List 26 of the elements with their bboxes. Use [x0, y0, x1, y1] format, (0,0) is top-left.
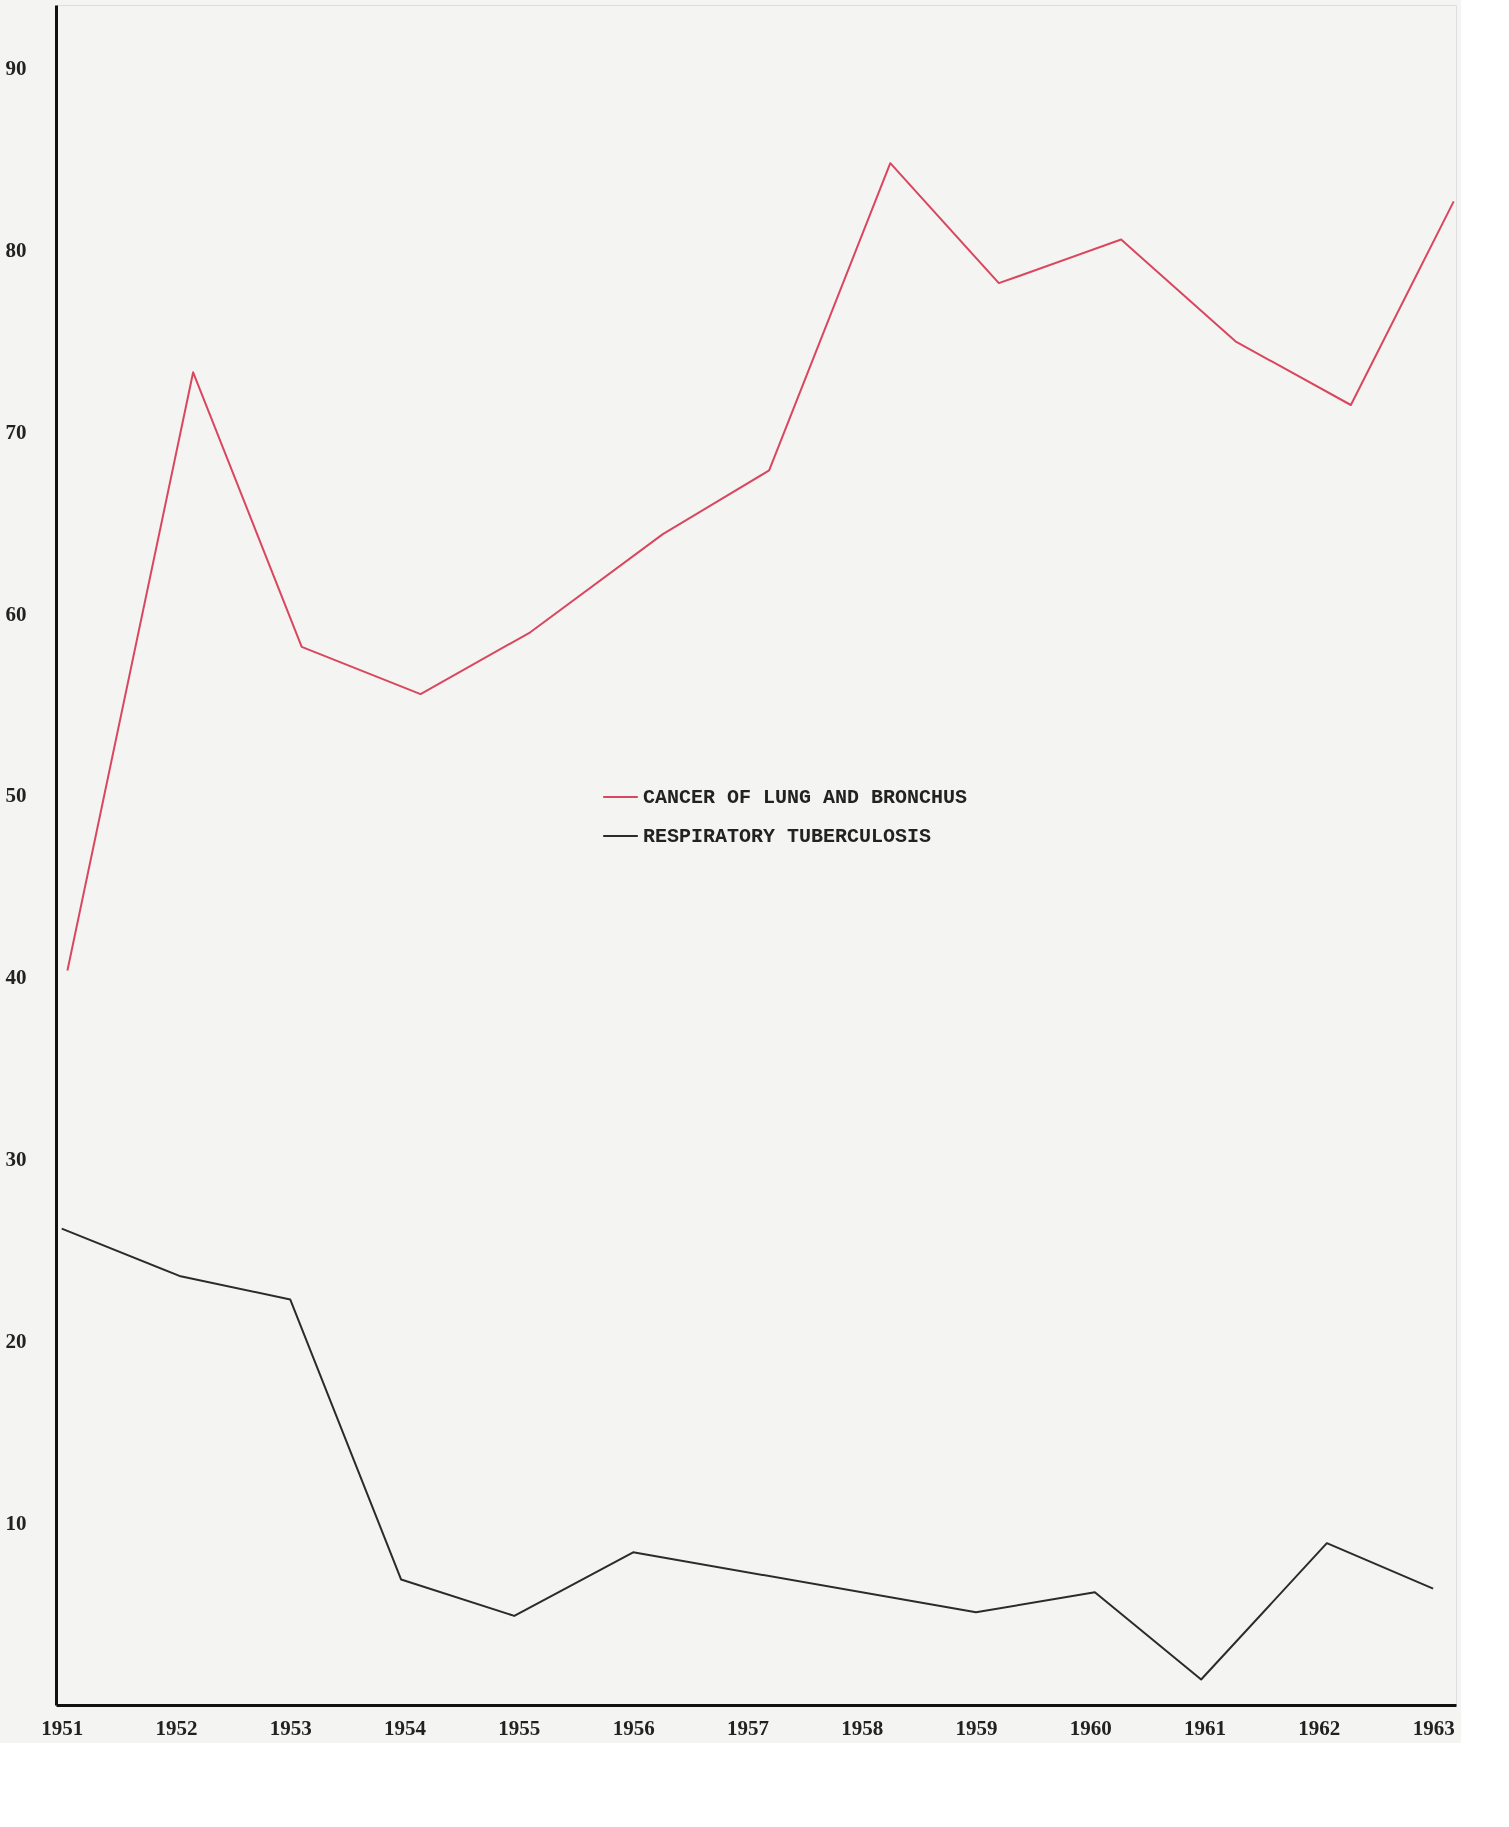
x-tick-label: 1962	[1298, 1715, 1341, 1740]
x-tick-label: 1960	[1069, 1715, 1112, 1740]
y-tick-label: 10	[5, 1510, 27, 1535]
y-tick-label: 40	[5, 965, 27, 990]
x-tick-label: 1953	[269, 1715, 312, 1740]
y-tick-label: 60	[5, 601, 27, 626]
x-tick-label: 1955	[498, 1715, 541, 1740]
x-tick-label: 1951	[41, 1715, 84, 1740]
y-tick-label: 80	[5, 237, 27, 262]
y-tick-label: 70	[5, 419, 27, 444]
x-tick-label: 1954	[384, 1715, 427, 1740]
x-tick-label: 1956	[612, 1715, 655, 1740]
y-tick-label: 20	[5, 1328, 27, 1353]
x-tick-label: 1963	[1412, 1715, 1455, 1740]
line-series	[66, 162, 1455, 972]
x-tick-label: 1959	[955, 1715, 998, 1740]
x-tick-label: 1952	[155, 1715, 198, 1740]
y-tick-label: 90	[5, 56, 27, 81]
y-tick-label: 30	[5, 1147, 27, 1172]
line-series	[60, 1227, 1435, 1681]
legend-label: CANCER OF LUNG AND BRONCHUS	[643, 786, 968, 809]
legend-label: RESPIRATORY TUBERCULOSIS	[643, 825, 932, 848]
x-tick-label: 1958	[841, 1715, 884, 1740]
x-tick-label: 1957	[726, 1715, 769, 1740]
x-tick-label: 1961	[1184, 1715, 1227, 1740]
y-tick-label: 50	[5, 783, 27, 808]
